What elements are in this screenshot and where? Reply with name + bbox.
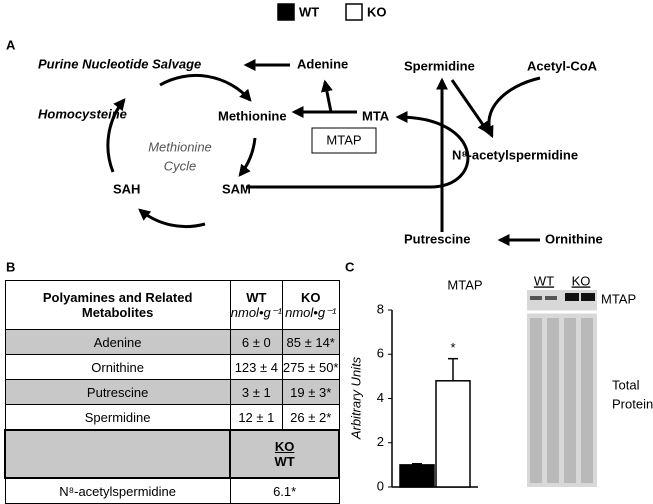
panel-label: A — [6, 37, 16, 52]
cell: 19 ± 3* — [281, 379, 340, 405]
bar — [435, 380, 471, 488]
node: Spermidine — [404, 58, 475, 73]
bar — [399, 464, 435, 488]
cell: 3 ± 1 — [229, 379, 283, 405]
cell: 275 ± 50* — [281, 354, 340, 380]
lane-label: KO — [572, 273, 591, 288]
denominator: WT — [274, 454, 295, 469]
node: Adenine — [297, 56, 348, 71]
arrow — [450, 79, 490, 134]
y-tick-label: 2 — [377, 434, 384, 449]
header: KO — [300, 289, 321, 305]
arrow — [320, 79, 333, 113]
cell: Adenine — [4, 329, 231, 355]
cell: 6.1* — [229, 477, 340, 504]
arrow — [159, 73, 252, 102]
lane — [564, 318, 576, 483]
y-axis-label: Arbitrary Units — [348, 356, 363, 440]
band — [581, 293, 595, 301]
legend-swatch — [277, 3, 295, 21]
panel-label: C — [345, 259, 355, 274]
arrow — [106, 98, 126, 173]
header: WT — [246, 289, 267, 305]
cell: Spermidine — [4, 404, 231, 431]
node: Purine Nucleotide Salvage — [38, 56, 201, 71]
unit: nmol•g⁻¹ — [285, 304, 337, 320]
cell: 85 ± 14* — [281, 329, 340, 355]
chart-title: MTAP — [447, 277, 482, 292]
cycle-label: Cycle — [164, 158, 197, 173]
numerator: KO — [274, 439, 295, 454]
arrow — [246, 111, 470, 189]
cell: 6 ± 0 — [229, 329, 283, 355]
y-tick-label: 8 — [377, 301, 384, 316]
cell: 12 ± 1 — [229, 404, 283, 431]
arrow — [238, 137, 257, 177]
lane — [547, 318, 559, 483]
cell: 26 ± 2* — [281, 404, 340, 431]
node: N⁸-acetylspermidine — [452, 147, 578, 162]
y-tick-label: 0 — [377, 478, 384, 493]
y-tick-label: 4 — [377, 390, 384, 405]
table-row: Putrescine 3 ± 1 19 ± 3* — [4, 379, 340, 405]
node: Acetyl-CoA — [527, 58, 598, 73]
node: MTA — [362, 108, 390, 123]
band-label: Total — [612, 377, 640, 392]
table-row: Ornithine 123 ± 4 275 ± 50* — [4, 354, 340, 380]
node: Putrescine — [404, 231, 470, 246]
arrow — [482, 76, 541, 139]
band — [565, 293, 579, 301]
band-label: Protein — [612, 396, 653, 411]
enzyme-box — [311, 127, 377, 154]
cell: 123 ± 4 — [229, 354, 283, 380]
header-cell: KO nmol•g⁻¹ — [281, 280, 340, 330]
arrow — [138, 208, 206, 229]
cell: N⁸-acetylspermidine — [4, 477, 231, 504]
arrows — [106, 59, 541, 246]
legend-label: WT — [299, 4, 319, 19]
lane — [581, 318, 593, 483]
band-label: MTAP — [601, 291, 636, 306]
legend-swatch — [345, 3, 363, 21]
ratio-cell: KO WT — [229, 429, 340, 479]
unit: nmol•g⁻¹ — [230, 304, 282, 320]
cell: Ornithine — [4, 354, 231, 380]
cell: Putrescine — [4, 379, 231, 405]
node: Methionine — [218, 108, 287, 123]
node: Homocysteine — [38, 106, 127, 121]
metabolite-table: Polyamines and Related Metabolites WT nmo… — [3, 280, 340, 504]
annotation: * — [450, 340, 455, 355]
node: SAM — [222, 181, 251, 196]
node: Ornithine — [545, 231, 603, 246]
blot-lanes — [530, 293, 595, 483]
lane — [530, 318, 542, 483]
band — [530, 296, 542, 300]
table-row: Spermidine 12 ± 1 26 ± 2* — [4, 404, 340, 431]
cycle-label: Methionine — [148, 139, 212, 154]
legend-label: KO — [367, 4, 387, 19]
band — [545, 296, 557, 300]
header-cell: Polyamines and Related Metabolites — [4, 280, 231, 330]
header-cell: WT nmol•g⁻¹ — [229, 280, 283, 330]
cell — [3, 429, 232, 479]
enzyme: MTAP — [326, 132, 361, 147]
table-row: Adenine 6 ± 0 85 ± 14* — [4, 329, 340, 355]
y-tick-label: 6 — [377, 346, 384, 361]
table-body: Adenine 6 ± 0 85 ± 14* Ornithine 123 ± 4 275 … — [4, 329, 340, 431]
panel-label: B — [6, 259, 15, 274]
node: SAH — [113, 181, 140, 196]
lane-label: WT — [534, 273, 554, 288]
